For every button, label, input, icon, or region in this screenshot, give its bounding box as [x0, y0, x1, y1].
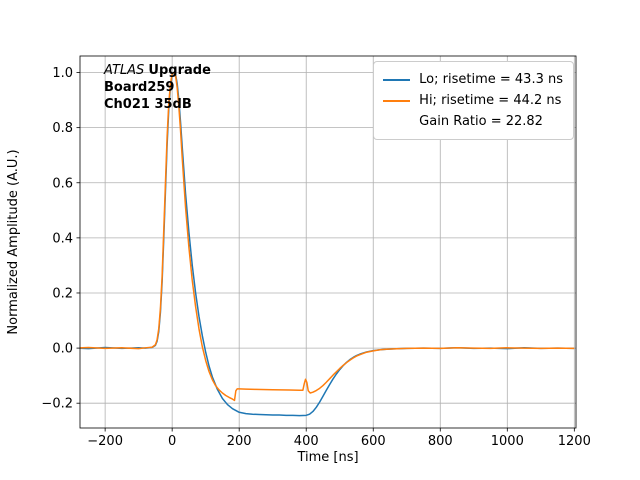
axis-ticks: −200 0 200 400 600 800 1000 1200 −0.2 0.0 0.2 0.4 0.… — [41, 66, 590, 449]
svg-text:1200: 1200 — [558, 434, 591, 449]
svg-text:1000: 1000 — [491, 434, 524, 449]
svg-text:0.0: 0.0 — [52, 342, 73, 357]
legend-entry-hi: Hi; risetime = 44.2 ns — [383, 90, 563, 111]
annotation-channel: Ch021 35dB — [104, 97, 192, 112]
svg-text:−0.2: −0.2 — [41, 397, 73, 412]
svg-text:0: 0 — [168, 434, 176, 449]
legend-label-gain-ratio: Gain Ratio = 22.82 — [419, 114, 543, 129]
svg-text:800: 800 — [428, 434, 453, 449]
annotation-line-1: ATLAS Upgrade — [104, 62, 211, 79]
plot-border — [79, 55, 577, 429]
svg-text:0.8: 0.8 — [52, 121, 73, 136]
x-axis-label: Time [ns] — [296, 450, 358, 465]
y-axis-label: Normalized Amplitude (A.U.) — [6, 149, 21, 334]
legend-entry-lo: Lo; risetime = 43.3 ns — [383, 69, 563, 90]
legend-label-hi: Hi; risetime = 44.2 ns — [419, 93, 562, 108]
svg-text:0.4: 0.4 — [52, 231, 73, 246]
annotation-board: Board259 — [104, 80, 175, 95]
svg-text:0.6: 0.6 — [52, 176, 73, 191]
plot-annotation: ATLAS Upgrade Board259 Ch021 35dB — [104, 62, 211, 113]
legend-label-lo: Lo; risetime = 43.3 ns — [419, 72, 563, 87]
svg-text:400: 400 — [294, 434, 319, 449]
annotation-upgrade: Upgrade — [148, 63, 211, 78]
legend-entry-gain-ratio: Gain Ratio = 22.82 — [383, 111, 563, 132]
svg-text:200: 200 — [227, 434, 252, 449]
hi-line-swatch — [383, 99, 411, 102]
svg-text:1.0: 1.0 — [52, 66, 73, 81]
annotation-atlas: ATLAS — [104, 63, 145, 78]
legend: Lo; risetime = 43.3 ns Hi; risetime = 44… — [373, 61, 574, 140]
svg-text:−200: −200 — [87, 434, 123, 449]
svg-text:600: 600 — [361, 434, 386, 449]
data-series-lines — [80, 71, 575, 417]
lo-line-swatch — [383, 78, 411, 81]
svg-text:0.2: 0.2 — [52, 286, 73, 301]
